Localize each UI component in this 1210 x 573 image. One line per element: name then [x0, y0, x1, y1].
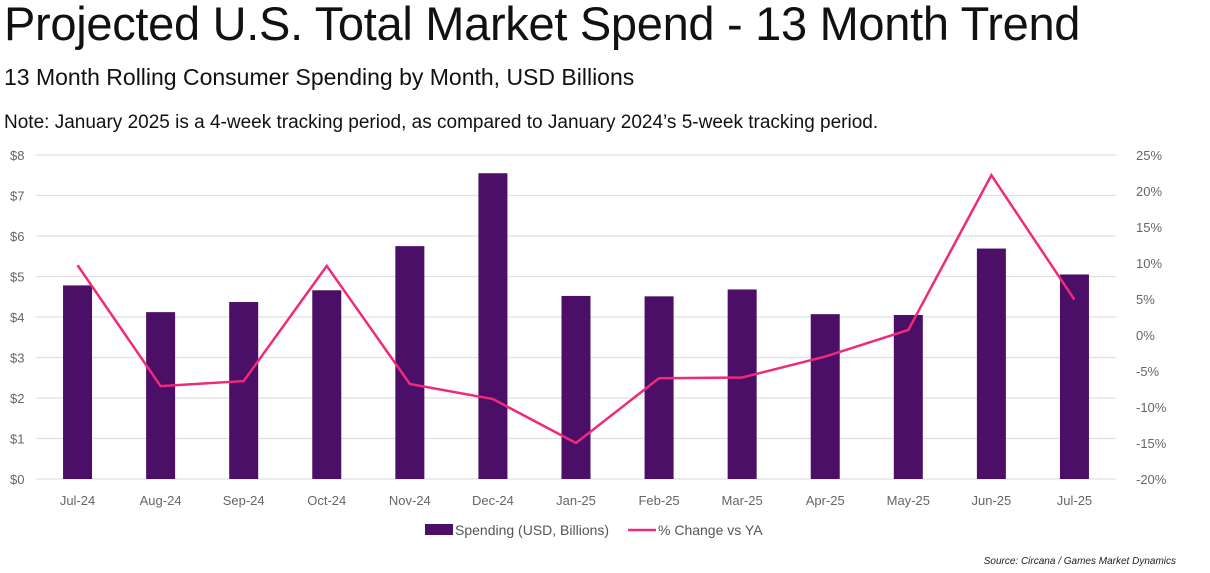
bar-jan-25 [561, 295, 591, 479]
bar-oct-24 [312, 290, 342, 479]
x-tick-label: Feb-25 [638, 493, 679, 508]
x-tick-label: Oct-24 [307, 493, 346, 508]
y-right-tick-label: -5% [1136, 364, 1160, 379]
chart-note: Note: January 2025 is a 4-week tracking … [4, 112, 879, 133]
y-left-tick-label: $4 [10, 310, 24, 325]
source-note: Source: Circana / Games Market Dynamics [983, 556, 1176, 567]
bar-aug-24 [146, 312, 176, 479]
x-tick-label: Jan-25 [556, 493, 596, 508]
bar-sep-24 [229, 302, 259, 479]
y-right-tick-label: 15% [1136, 220, 1162, 235]
y-right-tick-label: 5% [1136, 292, 1155, 307]
legend-label-pct-change: % Change vs YA [658, 522, 763, 538]
y-right-tick-label: 20% [1136, 184, 1162, 199]
x-tick-label: Nov-24 [389, 493, 431, 508]
bar-dec-24 [478, 173, 508, 479]
y-right-tick-label: 0% [1136, 328, 1155, 343]
legend-bar-swatch [425, 524, 453, 535]
bar-jul-25 [1059, 274, 1089, 479]
bar-may-25 [893, 314, 923, 479]
y-right-tick-label: -10% [1136, 400, 1167, 415]
x-tick-label: Jul-25 [1057, 493, 1092, 508]
y-right-tick-label: 25% [1136, 148, 1162, 163]
bar-jul-24 [63, 285, 93, 479]
x-tick-label: Aug-24 [140, 493, 182, 508]
y-left-tick-label: $5 [10, 270, 24, 285]
legend: Spending (USD, Billions) % Change vs YA [425, 522, 763, 538]
bar-mar-25 [727, 289, 757, 479]
chart-title: Projected U.S. Total Market Spend - 13 M… [4, 0, 1081, 50]
y-left-tick-label: $8 [10, 148, 24, 163]
bar-feb-25 [644, 296, 674, 479]
x-tick-label: Mar-25 [722, 493, 763, 508]
bar-nov-24 [395, 246, 425, 479]
y-right-tick-label: -20% [1136, 472, 1167, 487]
x-tick-label: Jul-24 [60, 493, 95, 508]
y-left-tick-label: $0 [10, 472, 24, 487]
y-right-tick-label: -15% [1136, 436, 1167, 451]
legend-label-spending: Spending (USD, Billions) [455, 522, 609, 538]
bar-jun-25 [976, 248, 1006, 479]
y-right-tick-label: 10% [1136, 256, 1162, 271]
y-left-tick-label: $3 [10, 351, 24, 366]
x-tick-label: Dec-24 [472, 493, 514, 508]
x-tick-label: May-25 [887, 493, 930, 508]
chart-subtitle: 13 Month Rolling Consumer Spending by Mo… [4, 64, 635, 90]
y-left-tick-label: $7 [10, 189, 24, 204]
x-tick-label: Jun-25 [972, 493, 1012, 508]
x-tick-label: Sep-24 [223, 493, 265, 508]
y-left-tick-label: $6 [10, 229, 24, 244]
y-left-tick-label: $2 [10, 391, 24, 406]
bar-apr-25 [810, 314, 840, 479]
y-left-tick-label: $1 [10, 432, 24, 447]
x-tick-label: Apr-25 [806, 493, 845, 508]
